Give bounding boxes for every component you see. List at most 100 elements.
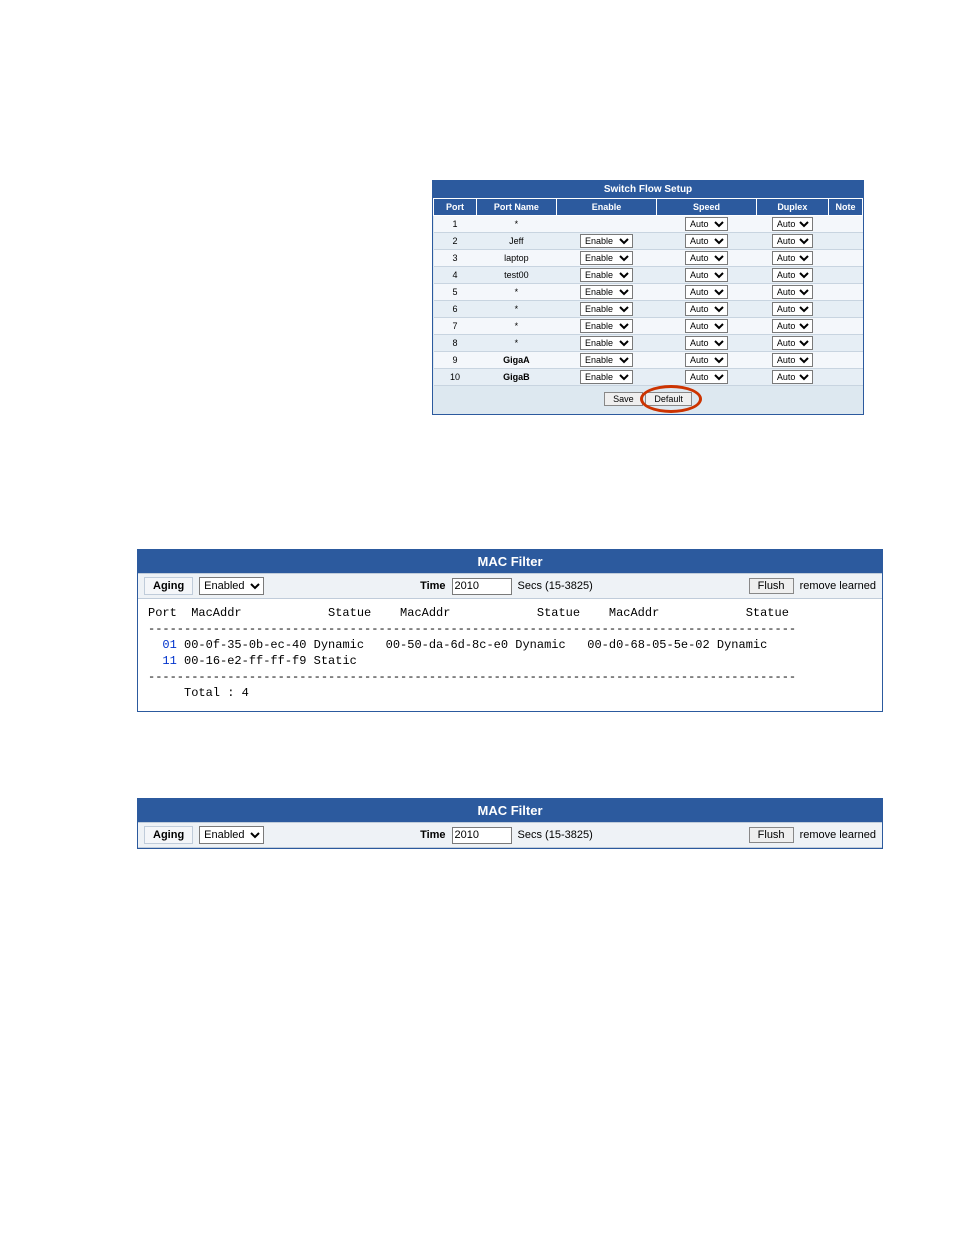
speed-select[interactable]: Auto101001000 bbox=[685, 336, 728, 350]
cell-port-name: GigaB bbox=[476, 369, 556, 386]
duplex-select[interactable]: AutoFullHalf bbox=[772, 336, 813, 350]
aging-select-1[interactable]: EnabledDisabled bbox=[199, 577, 264, 595]
cell-speed: Auto101001000 bbox=[657, 284, 757, 301]
default-button[interactable]: Default bbox=[645, 392, 692, 406]
cell-port: 8 bbox=[434, 335, 477, 352]
enable-select[interactable]: EnableDisable bbox=[580, 353, 633, 367]
table-row: 10GigaB EnableDisable Auto101001000 AutoFul… bbox=[434, 369, 863, 386]
cell-port: 10 bbox=[434, 369, 477, 386]
cell-note bbox=[828, 250, 862, 267]
cell-note bbox=[828, 318, 862, 335]
remove-learned-2: remove learned bbox=[800, 829, 876, 841]
switch-flow-title: Switch Flow Setup bbox=[433, 181, 863, 198]
col-speed: Speed bbox=[657, 199, 757, 216]
cell-speed: Auto101001000 bbox=[657, 233, 757, 250]
speed-select[interactable]: Auto101001000 bbox=[685, 353, 728, 367]
save-button[interactable]: Save bbox=[604, 392, 643, 406]
cell-port-name: test00 bbox=[476, 267, 556, 284]
enable-select[interactable]: EnableDisable bbox=[580, 336, 633, 350]
cell-note bbox=[828, 301, 862, 318]
flush-button-2[interactable]: Flush bbox=[749, 827, 794, 843]
duplex-select[interactable]: AutoFullHalf bbox=[772, 285, 813, 299]
enable-select[interactable]: EnableDisable bbox=[580, 319, 633, 333]
port-link[interactable]: 11 bbox=[162, 654, 176, 668]
mac-filter-ctrls-2: Aging EnabledDisabled Time Secs (15-3825… bbox=[138, 822, 882, 848]
speed-select[interactable]: Auto101001000 bbox=[685, 285, 728, 299]
cell-port-name: * bbox=[476, 318, 556, 335]
speed-select[interactable]: Auto101001000 bbox=[685, 234, 728, 248]
enable-select[interactable]: EnableDisable bbox=[580, 234, 633, 248]
cell-note bbox=[828, 233, 862, 250]
duplex-select[interactable]: AutoFullHalf bbox=[772, 217, 813, 231]
cell-speed: Auto101001000 bbox=[657, 369, 757, 386]
cell-port: 9 bbox=[434, 352, 477, 369]
time-input-2[interactable] bbox=[452, 827, 512, 844]
enable-select[interactable]: EnableDisable bbox=[580, 370, 633, 384]
cell-port: 6 bbox=[434, 301, 477, 318]
speed-select[interactable]: Auto101001000 bbox=[685, 319, 728, 333]
cell-port-name: Jeff bbox=[476, 233, 556, 250]
table-row: 3laptopEnableDisableAuto101001000AutoFul… bbox=[434, 250, 863, 267]
duplex-select[interactable]: AutoFullHalf bbox=[772, 370, 813, 384]
switch-flow-panel: Switch Flow Setup Port Port Name Enable … bbox=[432, 180, 864, 415]
speed-select[interactable]: Auto101001000 bbox=[685, 302, 728, 316]
cell-speed: Auto101001000 bbox=[657, 301, 757, 318]
table-row: 6*EnableDisableAuto101001000AutoFullHalf bbox=[434, 301, 863, 318]
time-input-1[interactable] bbox=[452, 578, 512, 595]
port-link[interactable]: 01 bbox=[162, 638, 176, 652]
cell-note bbox=[828, 352, 862, 369]
speed-select[interactable]: Auto101001000 bbox=[685, 268, 728, 282]
secs-hint-2: Secs (15-3825) bbox=[518, 829, 593, 841]
duplex-select[interactable]: AutoFullHalf bbox=[772, 319, 813, 333]
enable-select[interactable]: EnableDisable bbox=[580, 251, 633, 265]
table-row: 2Jeff EnableDisable Auto101001000 AutoFullH… bbox=[434, 233, 863, 250]
enable-select[interactable]: EnableDisable bbox=[580, 302, 633, 316]
speed-select[interactable]: Auto101001000 bbox=[685, 251, 728, 265]
cell-enable: EnableDisable bbox=[556, 318, 656, 335]
speed-select[interactable]: Auto101001000 bbox=[685, 217, 728, 231]
cell-note bbox=[828, 369, 862, 386]
cell-port: 2 bbox=[434, 233, 477, 250]
col-enable: Enable bbox=[556, 199, 656, 216]
aging-select-2[interactable]: EnabledDisabled bbox=[199, 826, 264, 844]
cell-enable: EnableDisable bbox=[556, 369, 656, 386]
cell-note bbox=[828, 267, 862, 284]
cell-port: 4 bbox=[434, 267, 477, 284]
col-port-name: Port Name bbox=[476, 199, 556, 216]
mac-filter-ctrls-1: Aging EnabledDisabled Time Secs (15-3825… bbox=[138, 573, 882, 599]
cell-enable: EnableDisable bbox=[556, 233, 656, 250]
cell-enable: EnableDisable bbox=[556, 352, 656, 369]
cell-speed: Auto101001000 bbox=[657, 318, 757, 335]
duplex-select[interactable]: AutoFullHalf bbox=[772, 353, 813, 367]
mac-filter-panel-1: MAC Filter Aging EnabledDisabled Time Se… bbox=[137, 549, 883, 712]
switch-flow-table: Port Port Name Enable Speed Duplex Note … bbox=[433, 198, 863, 386]
table-row: 4test00 EnableDisable Auto101001000 AutoFul… bbox=[434, 267, 863, 284]
cell-duplex: AutoFullHalf bbox=[756, 352, 828, 369]
enable-select[interactable]: EnableDisable bbox=[580, 285, 633, 299]
cell-port-name: GigaA bbox=[476, 352, 556, 369]
time-label-1: Time bbox=[420, 580, 445, 592]
cell-note bbox=[828, 216, 862, 233]
flush-button-1[interactable]: Flush bbox=[749, 578, 794, 594]
aging-label-2: Aging bbox=[144, 826, 193, 844]
col-note: Note bbox=[828, 199, 862, 216]
cell-duplex: AutoFullHalf bbox=[756, 318, 828, 335]
cell-enable: EnableDisable bbox=[556, 335, 656, 352]
time-label-2: Time bbox=[420, 829, 445, 841]
cell-port-name: * bbox=[476, 284, 556, 301]
mac-filter-title-2: MAC Filter bbox=[138, 799, 882, 822]
cell-duplex: AutoFullHalf bbox=[756, 267, 828, 284]
table-row: 9GigaA EnableDisable Auto101001000 AutoFull… bbox=[434, 352, 863, 369]
cell-port: 3 bbox=[434, 250, 477, 267]
cell-duplex: AutoFullHalf bbox=[756, 216, 828, 233]
cell-duplex: AutoFullHalf bbox=[756, 284, 828, 301]
cell-port-name: * bbox=[476, 216, 556, 233]
duplex-select[interactable]: AutoFullHalf bbox=[772, 302, 813, 316]
cell-enable: EnableDisable bbox=[556, 250, 656, 267]
duplex-select[interactable]: AutoFullHalf bbox=[772, 234, 813, 248]
enable-select[interactable]: EnableDisable bbox=[580, 268, 633, 282]
duplex-select[interactable]: AutoFullHalf bbox=[772, 268, 813, 282]
duplex-select[interactable]: AutoFullHalf bbox=[772, 251, 813, 265]
cell-duplex: AutoFullHalf bbox=[756, 301, 828, 318]
speed-select[interactable]: Auto101001000 bbox=[685, 370, 728, 384]
